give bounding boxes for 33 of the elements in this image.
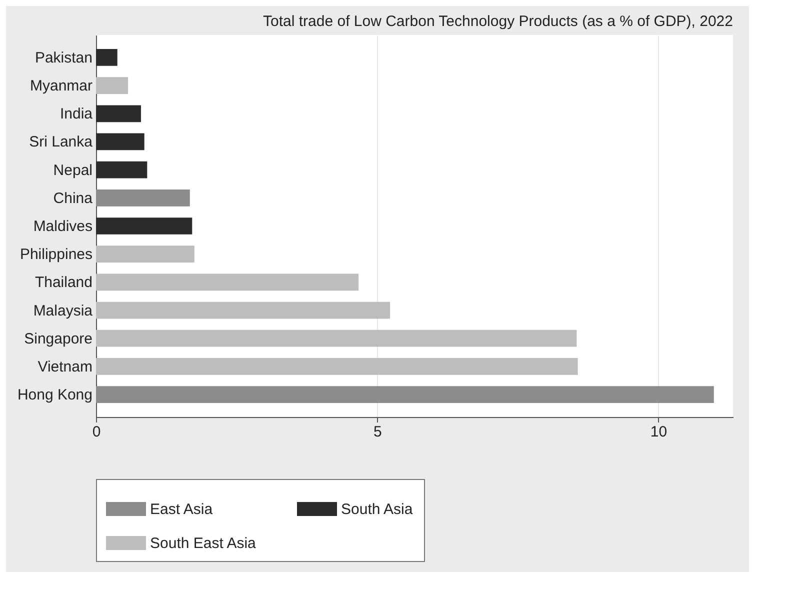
bar xyxy=(96,274,359,291)
y-tick-label: Myanmar xyxy=(30,78,92,95)
bar xyxy=(96,246,194,263)
y-tick-label: India xyxy=(60,106,94,123)
y-tick-label: Hong Kong xyxy=(17,386,92,404)
bar xyxy=(96,358,578,375)
bar xyxy=(96,133,144,150)
bar xyxy=(96,386,714,403)
x-tick-label: 5 xyxy=(373,424,382,440)
y-tick-label: Thailand xyxy=(34,274,92,292)
x-tick-label: 10 xyxy=(650,424,668,440)
bar xyxy=(96,330,577,347)
y-tick-label: China xyxy=(53,190,94,207)
chart-title: Total trade of Low Carbon Technology Products (as a % of GDP), 2022 xyxy=(263,13,733,30)
y-tick-label: Nepal xyxy=(53,162,92,179)
bar xyxy=(96,49,118,66)
bar xyxy=(96,218,192,234)
y-tick-label: Malaysia xyxy=(33,302,94,320)
y-tick-label: Vietnam xyxy=(38,358,92,376)
legend-label: South Asia xyxy=(341,501,414,518)
bar xyxy=(96,77,128,94)
y-tick-label: Maldives xyxy=(33,218,92,235)
y-tick-label: Singapore xyxy=(24,330,92,348)
x-tick-label: 0 xyxy=(92,424,101,440)
bar xyxy=(96,105,141,122)
y-tick-label: Pakistan xyxy=(34,49,92,66)
y-tick-label: Philippines xyxy=(20,246,92,264)
legend-label: South East Asia xyxy=(150,535,257,552)
bar xyxy=(96,161,148,178)
bar xyxy=(96,189,190,206)
y-tick-label: Sri Lanka xyxy=(29,134,94,151)
legend-label: East Asia xyxy=(150,501,214,518)
bar xyxy=(96,302,390,319)
